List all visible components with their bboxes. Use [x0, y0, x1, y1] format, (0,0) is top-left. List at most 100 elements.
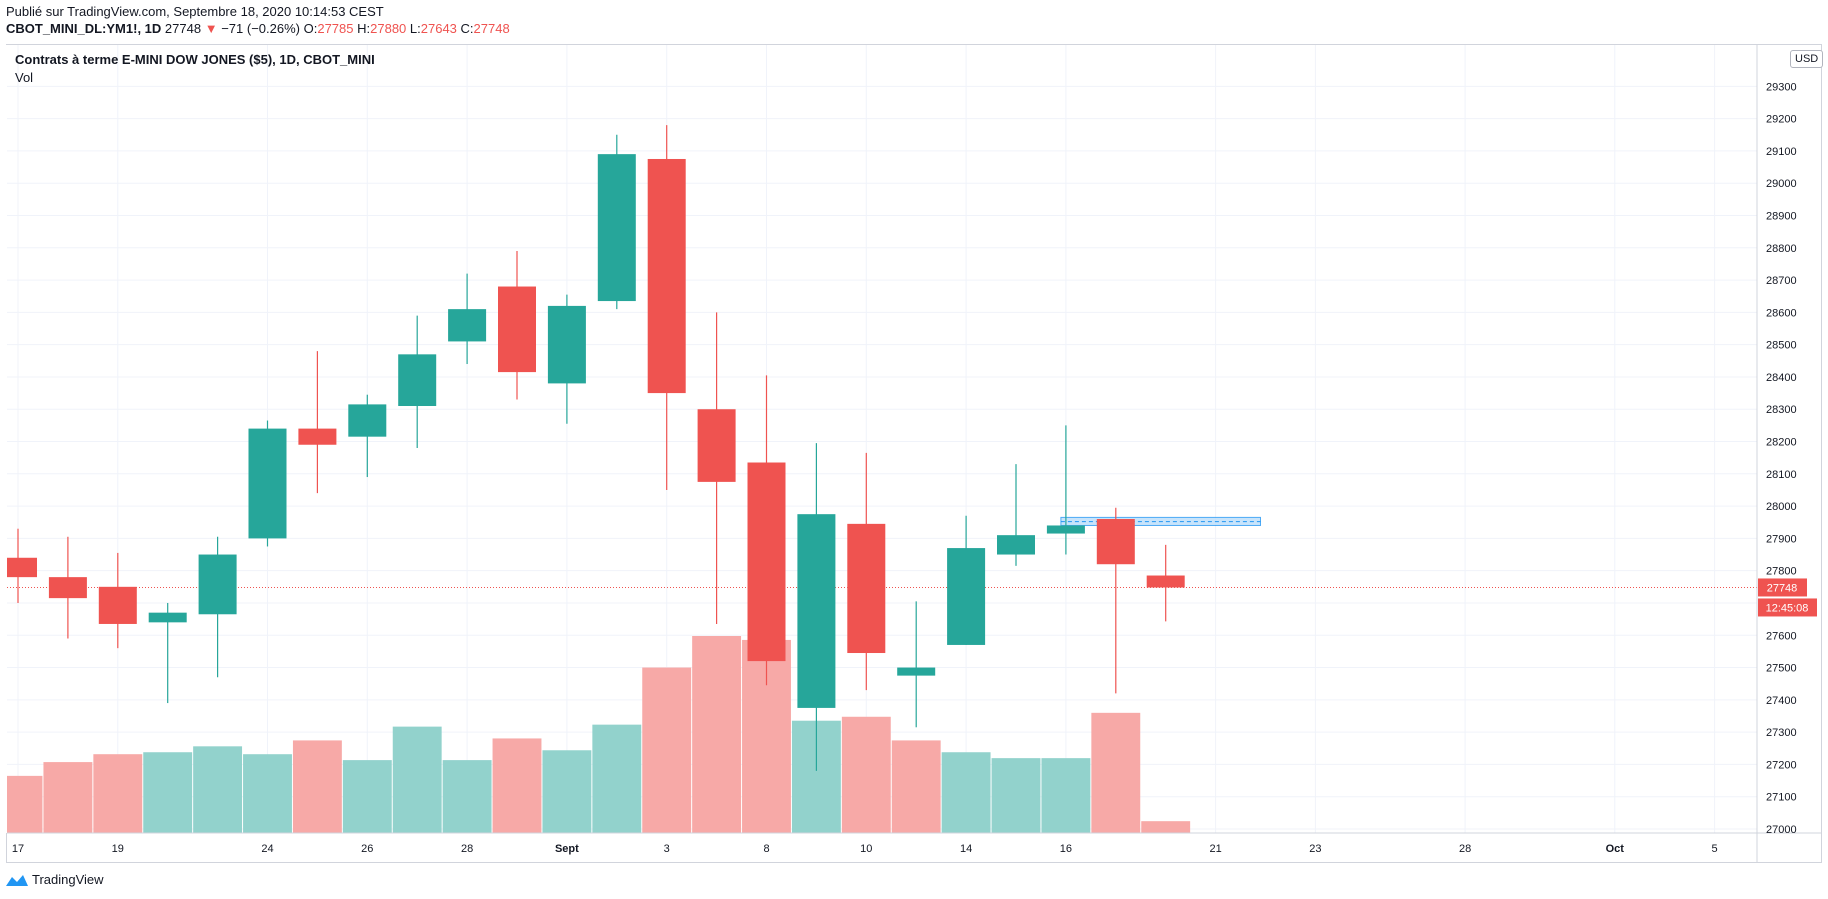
x-tick-label: 5 — [1712, 843, 1718, 855]
candle-body[interactable] — [797, 514, 836, 708]
volume-bar — [292, 740, 342, 833]
x-tick-label: 8 — [763, 843, 769, 855]
y-tick-label: 29000 — [1766, 178, 1797, 190]
x-tick-label: Sept — [555, 843, 579, 855]
volume-bar — [442, 760, 492, 833]
x-tick-label: 10 — [860, 843, 872, 855]
countdown-label: 12:45:08 — [1766, 602, 1809, 614]
x-tick-label: 26 — [361, 843, 373, 855]
volume-bar — [941, 752, 991, 833]
volume-bar — [1091, 712, 1141, 833]
y-tick-label: 28000 — [1766, 501, 1797, 513]
candle-body[interactable] — [98, 586, 137, 624]
high-value: 27880 — [370, 21, 407, 36]
candle-body[interactable] — [498, 286, 536, 373]
volume-bar — [492, 738, 542, 833]
candle-body[interactable] — [198, 554, 237, 615]
candle-body[interactable] — [0, 557, 37, 578]
x-tick-label: Oct — [1606, 843, 1625, 855]
close-value: 27748 — [473, 21, 510, 36]
candle-body[interactable] — [847, 523, 886, 654]
y-tick-label: 28800 — [1766, 243, 1797, 255]
volume-bar — [93, 754, 143, 833]
volume-bar — [592, 724, 642, 833]
plot-left-mask — [0, 45, 7, 833]
volume-bar — [0, 775, 43, 833]
legend-title: Contrats à terme E-MINI DOW JONES ($5), … — [15, 52, 375, 67]
y-tick-label: 27800 — [1766, 566, 1797, 578]
footer-brand-label: TradingView — [32, 872, 104, 887]
x-tick-label: 19 — [112, 843, 124, 855]
last-price-badge — [1758, 578, 1807, 597]
footer-brand[interactable]: TradingView — [6, 872, 104, 887]
x-tick-label: 17 — [12, 843, 24, 855]
candle-body[interactable] — [248, 428, 287, 539]
volume-bar — [991, 758, 1041, 833]
y-tick-label: 28200 — [1766, 437, 1797, 449]
y-tick-label: 28400 — [1766, 372, 1797, 384]
candle-body[interactable] — [597, 154, 636, 302]
candle-body[interactable] — [897, 667, 936, 676]
candle-body[interactable] — [1146, 575, 1185, 588]
down-arrow-icon: ▼ — [204, 21, 218, 36]
candle-body[interactable] — [398, 354, 437, 407]
volume-bar — [342, 760, 392, 833]
y-tick-label: 29100 — [1766, 146, 1797, 158]
y-tick-label: 28700 — [1766, 275, 1797, 287]
candle-body[interactable] — [348, 404, 387, 437]
volume-bar — [1141, 821, 1191, 833]
y-tick-label: 27000 — [1766, 824, 1797, 836]
tradingview-logo-icon — [6, 874, 28, 886]
candle-body[interactable] — [48, 577, 87, 599]
symbol-label[interactable]: CBOT_MINI_DL:YM1!, 1D — [6, 21, 162, 36]
volume-bar — [392, 726, 442, 833]
candle-body[interactable] — [547, 305, 586, 384]
candle-body[interactable] — [1096, 519, 1135, 565]
x-tick-label: 3 — [664, 843, 670, 855]
volume-bar — [692, 636, 742, 833]
high-label: H: — [357, 21, 371, 36]
x-tick-label: 21 — [1209, 843, 1221, 855]
last-price-value: 27748 — [164, 21, 202, 36]
candle-body[interactable] — [997, 535, 1035, 555]
volume-bar — [243, 754, 292, 833]
volume-bar — [1041, 758, 1091, 833]
volume-bar — [43, 762, 93, 833]
candle-body[interactable] — [647, 158, 686, 394]
volume-bar — [542, 750, 592, 833]
y-tick-label: 28900 — [1766, 210, 1797, 222]
y-tick-label: 28100 — [1766, 469, 1797, 481]
volume-bar — [143, 752, 193, 833]
candle-body[interactable] — [697, 409, 736, 482]
published-line: Publié sur TradingView.com, Septembre 18… — [6, 4, 384, 19]
y-tick-label: 27100 — [1766, 792, 1797, 804]
x-tick-label: 28 — [1459, 843, 1471, 855]
candle-body[interactable] — [747, 462, 786, 662]
legend-volume: Vol — [15, 70, 34, 85]
candle-body[interactable] — [448, 309, 487, 342]
candle-body[interactable] — [298, 428, 337, 445]
y-tick-label: 28600 — [1766, 307, 1797, 319]
candle-body[interactable] — [1046, 525, 1085, 534]
x-tick-label: 16 — [1060, 843, 1072, 855]
y-tick-label: 28300 — [1766, 404, 1797, 416]
y-tick-label: 27500 — [1766, 663, 1797, 675]
volume-bar — [193, 746, 243, 833]
x-tick-label: 24 — [261, 843, 273, 855]
x-tick-label: 23 — [1309, 843, 1321, 855]
y-tick-label: 27600 — [1766, 630, 1797, 642]
volume-bar — [891, 740, 941, 833]
candle-body[interactable] — [148, 612, 187, 623]
y-tick-label: 27400 — [1766, 695, 1797, 707]
candle-body[interactable] — [947, 548, 986, 645]
close-label: C: — [460, 21, 474, 36]
x-tick-label: 14 — [960, 843, 972, 855]
y-tick-label: 29300 — [1766, 81, 1797, 93]
low-value: 27643 — [420, 21, 457, 36]
countdown-badge — [1758, 598, 1817, 617]
open-label: O: — [303, 21, 318, 36]
low-label: L: — [409, 21, 421, 36]
last-price-label: 27748 — [1767, 582, 1798, 594]
currency-badge[interactable]: USD — [1790, 50, 1824, 68]
